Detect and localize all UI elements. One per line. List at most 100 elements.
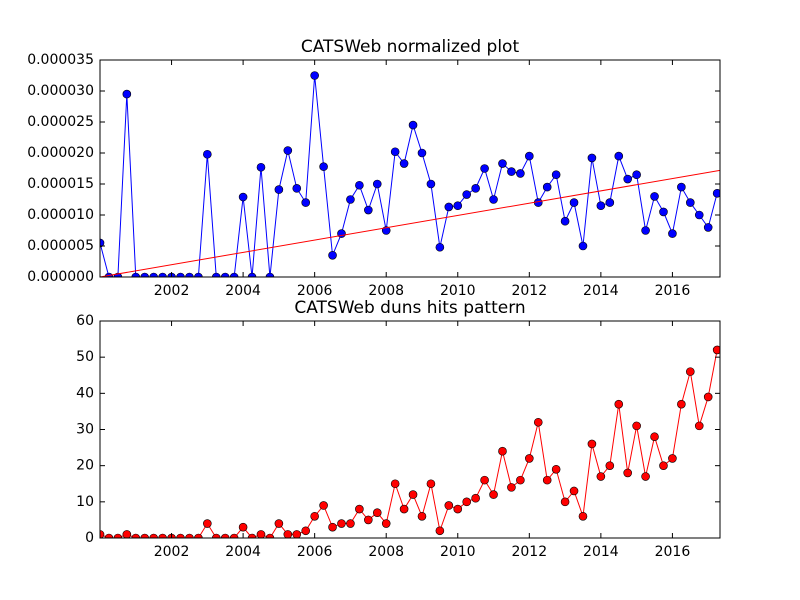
- x-tick-label: 2012: [511, 544, 547, 560]
- chart-title: CATSWeb duns hits pattern: [294, 298, 525, 318]
- marker: [355, 180, 364, 190]
- marker: [426, 179, 436, 189]
- marker: [319, 162, 328, 171]
- marker: [194, 533, 203, 538]
- marker: [426, 479, 436, 489]
- marker: [381, 519, 391, 528]
- marker: [203, 519, 212, 528]
- marker: [587, 439, 597, 449]
- y-tick-label: 0.000010: [27, 207, 94, 223]
- marker: [525, 454, 534, 463]
- marker: [596, 201, 606, 210]
- marker: [471, 493, 480, 503]
- marker: [399, 504, 409, 514]
- marker: [104, 533, 114, 538]
- x-tick-label: 2006: [297, 283, 333, 299]
- marker: [274, 185, 284, 194]
- marker: [372, 508, 382, 517]
- y-tick-label: 0: [85, 530, 94, 546]
- marker: [569, 198, 579, 207]
- x-tick-label: 2010: [440, 283, 476, 299]
- marker: [122, 530, 132, 538]
- marker: [211, 272, 221, 277]
- marker: [489, 195, 498, 204]
- marker: [516, 169, 525, 178]
- marker: [122, 89, 132, 99]
- marker: [498, 159, 507, 168]
- marker: [435, 526, 445, 536]
- marker: [372, 179, 382, 189]
- marker: [578, 241, 588, 251]
- data-line: [100, 75, 718, 277]
- marker: [140, 272, 150, 277]
- x-tick-label: 2014: [583, 544, 619, 560]
- marker: [194, 272, 203, 277]
- marker: [444, 202, 454, 212]
- marker: [417, 511, 427, 521]
- marker: [694, 421, 704, 431]
- marker: [211, 533, 221, 538]
- marker: [328, 251, 337, 260]
- x-tick-label: 2016: [655, 283, 691, 299]
- marker: [256, 162, 266, 172]
- marker: [516, 475, 525, 485]
- marker: [229, 272, 239, 277]
- x-tick-label: 2004: [225, 544, 261, 560]
- marker: [247, 533, 257, 538]
- x-tick-label: 2008: [368, 544, 404, 560]
- marker: [605, 198, 615, 207]
- marker: [417, 148, 427, 158]
- marker: [614, 399, 624, 409]
- x-tick-label: 2016: [655, 544, 691, 560]
- marker: [399, 159, 409, 168]
- marker: [390, 479, 400, 489]
- y-tick-label: 30: [76, 422, 94, 438]
- marker: [712, 189, 720, 198]
- marker: [247, 272, 257, 277]
- marker: [480, 164, 489, 173]
- y-tick-label: 0.000025: [27, 114, 94, 130]
- marker: [489, 490, 498, 499]
- marker: [265, 533, 275, 538]
- marker: [328, 522, 337, 532]
- marker: [498, 446, 507, 456]
- y-tick-label: 40: [76, 385, 94, 401]
- marker: [310, 511, 319, 521]
- y-tick-label: 0.000015: [27, 176, 94, 192]
- y-tick-label: 0.000035: [27, 52, 94, 68]
- marker: [525, 151, 534, 161]
- x-tick-label: 2002: [154, 283, 190, 299]
- marker: [149, 533, 158, 538]
- marker: [587, 153, 597, 163]
- marker: [319, 501, 328, 510]
- marker: [694, 210, 704, 220]
- marker: [668, 229, 677, 238]
- marker: [480, 475, 489, 485]
- marker: [596, 472, 606, 481]
- marker: [176, 533, 185, 538]
- marker: [301, 198, 311, 207]
- marker: [623, 468, 632, 478]
- marker: [185, 533, 194, 538]
- marker: [100, 530, 105, 538]
- data-line: [100, 349, 718, 538]
- marker: [650, 432, 659, 442]
- marker: [641, 226, 650, 235]
- y-tick-label: 0.000030: [27, 83, 94, 99]
- marker: [560, 497, 570, 507]
- x-tick-label: 2008: [368, 283, 404, 299]
- marker: [614, 151, 624, 161]
- marker: [712, 345, 720, 355]
- marker: [533, 417, 543, 427]
- marker: [337, 519, 346, 528]
- marker: [158, 533, 167, 538]
- marker: [238, 522, 248, 532]
- marker: [220, 272, 230, 277]
- marker: [507, 483, 516, 492]
- marker: [274, 519, 284, 528]
- marker: [364, 205, 373, 215]
- marker: [100, 238, 105, 248]
- marker: [408, 490, 418, 499]
- marker: [632, 421, 641, 431]
- marker: [301, 526, 311, 536]
